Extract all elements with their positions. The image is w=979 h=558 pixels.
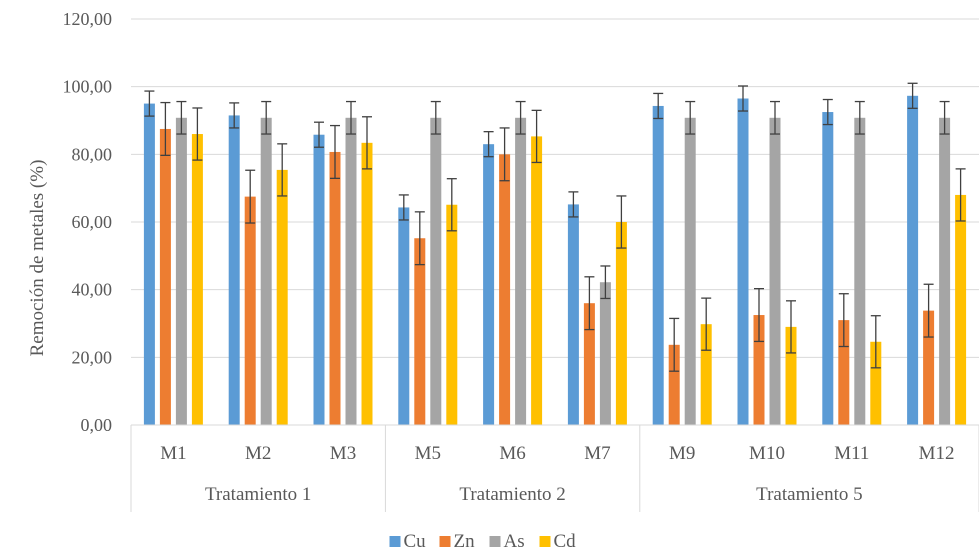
bar-cu-m6 [483, 144, 495, 425]
x-tick-label: M7 [584, 443, 610, 464]
bars [143, 95, 967, 426]
group-label: Tratamiento 2 [459, 484, 565, 505]
y-tick-label: 120,00 [63, 9, 113, 29]
legend-swatch-zn [439, 536, 451, 547]
legend-label: As [504, 531, 525, 552]
y-tick-label: 60,00 [72, 212, 113, 232]
legend-swatch-as [489, 536, 501, 547]
bar-cu-m5 [398, 207, 410, 425]
bar-cd-m5 [446, 204, 458, 425]
bar-cu-m3 [313, 134, 325, 425]
bar-zn-m9 [668, 344, 680, 425]
bar-as-m11 [854, 117, 866, 425]
y-tick-label: 40,00 [72, 280, 113, 300]
bar-cu-m9 [652, 105, 664, 426]
group-label: Tratamiento 1 [205, 484, 311, 505]
y-axis-label: Remoción de metales (%) [27, 160, 48, 357]
bar-as-m9 [684, 117, 696, 425]
bar-cu-m1 [143, 103, 155, 425]
bar-cu-m11 [822, 112, 834, 426]
bar-cd-m12 [955, 194, 967, 425]
y-tick-label: 20,00 [72, 347, 113, 367]
bar-cu-m10 [737, 98, 749, 425]
bar-cu-m7 [567, 204, 579, 425]
error-bars [144, 82, 966, 372]
bar-as-m12 [939, 117, 951, 425]
x-tick-label: M9 [669, 443, 695, 464]
bar-cd-m2 [276, 169, 288, 425]
legend: Cu Zn As Cd [389, 531, 577, 552]
gridlines [131, 18, 979, 358]
x-tick-label: M5 [415, 443, 441, 464]
x-tick-label: M3 [330, 443, 356, 464]
bar-zn-m11 [838, 320, 850, 425]
bar-as-m3 [345, 117, 357, 425]
bar-cd-m9 [700, 324, 712, 425]
bar-cd-m6 [531, 136, 543, 425]
bar-zn-m2 [244, 196, 256, 425]
bar-cu-m12 [907, 95, 919, 425]
x-tick-label: M11 [834, 443, 869, 464]
y-tick-labels: 0,00 20,00 40,00 60,00 80,00 100,00 120,00 [63, 9, 113, 435]
y-tick-label: 0,00 [81, 415, 113, 435]
x-axis: M1 M2 M3 M5 M6 M7 M9 M10 M11 M12 Tratamiento 1 Trat… [130, 424, 979, 512]
bar-cd-m7 [615, 222, 627, 425]
x-tick-label: M1 [160, 443, 186, 464]
bar-as-m10 [769, 117, 781, 425]
group-label: Tratamiento 5 [756, 484, 862, 505]
x-tick-label: M2 [245, 443, 271, 464]
bar-as-m2 [260, 117, 272, 425]
legend-label: Zn [454, 531, 476, 552]
bar-as-m5 [430, 117, 442, 425]
bar-as-m7 [599, 282, 611, 425]
x-tick-label: M6 [499, 443, 525, 464]
y-tick-label: 80,00 [72, 144, 113, 164]
bar-zn-m1 [159, 128, 171, 426]
y-tick-label: 100,00 [63, 77, 113, 97]
bar-zn-m12 [923, 310, 935, 425]
bar-zn-m7 [583, 303, 595, 425]
legend-label: Cu [404, 531, 427, 552]
legend-swatch-cu [389, 536, 401, 547]
bar-zn-m10 [753, 315, 765, 425]
bar-as-m1 [175, 117, 187, 425]
legend-label: Cd [554, 531, 577, 552]
bar-cd-m3 [361, 142, 373, 425]
x-tick-label: M10 [749, 443, 785, 464]
x-tick-label: M12 [919, 443, 955, 464]
bar-cd-m1 [191, 134, 203, 426]
bar-zn-m5 [414, 238, 426, 425]
bar-cu-m2 [228, 115, 240, 426]
legend-swatch-cd [539, 536, 551, 547]
bar-zn-m6 [499, 154, 511, 426]
bar-as-m6 [515, 117, 527, 425]
bar-cd-m10 [785, 326, 797, 425]
bar-zn-m3 [329, 151, 341, 425]
bar-cd-m11 [870, 341, 882, 425]
